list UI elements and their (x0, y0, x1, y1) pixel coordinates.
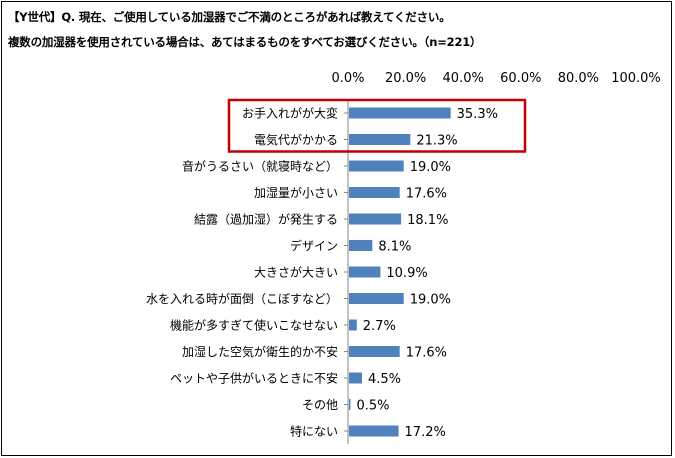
data-label: 8.1% (378, 240, 411, 255)
category-label: 音がうるさい（就寝時など） (182, 159, 338, 174)
data-label: 18.1% (407, 213, 448, 228)
data-label: 17.2% (405, 425, 446, 440)
bar (349, 372, 362, 384)
category-label: 水を入れる時が面倒（こぼすなど） (146, 291, 338, 306)
bar (349, 346, 400, 357)
category-label: その他 (302, 398, 338, 412)
bar (349, 319, 357, 331)
data-label: 2.7% (363, 319, 396, 334)
bar (349, 425, 399, 437)
x-tick-label: 80.0% (558, 71, 599, 86)
bar (349, 213, 402, 225)
bar (349, 293, 404, 304)
category-label: 結露（過加湿）が発生する (194, 212, 338, 227)
bar (349, 240, 373, 251)
data-label: 17.6% (406, 187, 447, 202)
category-label: 加湿量が小さい (254, 185, 338, 200)
data-label: 10.9% (386, 266, 427, 281)
data-label: 4.5% (368, 372, 401, 387)
x-tick-label: 20.0% (385, 71, 426, 86)
category-label: 大きさが大きい (254, 265, 338, 280)
bar (349, 187, 400, 198)
bar (349, 399, 351, 410)
data-label: 0.5% (356, 399, 389, 414)
x-tick-label: 100.0% (611, 71, 661, 86)
bar (349, 134, 411, 145)
data-label: 35.3% (457, 107, 498, 122)
x-tick-label: 40.0% (443, 71, 484, 86)
x-tick-label: 0.0% (331, 71, 364, 86)
category-label: 加湿した空気が衛生的か不安 (182, 344, 338, 359)
highlight-box (227, 98, 527, 153)
category-label: 機能が多すぎて使いこなせない (170, 318, 338, 333)
x-tick-label: 60.0% (500, 71, 541, 86)
category-label: 特にない (290, 424, 338, 439)
bar (349, 266, 381, 278)
data-label: 21.3% (416, 134, 457, 149)
data-label: 17.6% (406, 346, 447, 361)
bar (349, 107, 451, 119)
chart-title-line-2: 複数の加湿器を使用されている場合は、あてはまるものをすべてお選びください。（n=… (8, 35, 482, 49)
category-label: お手入れがが大変 (242, 106, 338, 121)
category-label: 電気代がかかる (254, 132, 338, 147)
data-label: 19.0% (410, 293, 451, 308)
chart-title-line-1: 【Y世代】Q. 現在、ご使用している加湿器でご不満のところがあれば教えてください… (8, 10, 451, 24)
category-label: デザイン (290, 238, 338, 253)
category-label: ペットや子供がいるときに不安 (170, 371, 338, 386)
data-label: 19.0% (410, 160, 451, 175)
bar (349, 160, 404, 172)
